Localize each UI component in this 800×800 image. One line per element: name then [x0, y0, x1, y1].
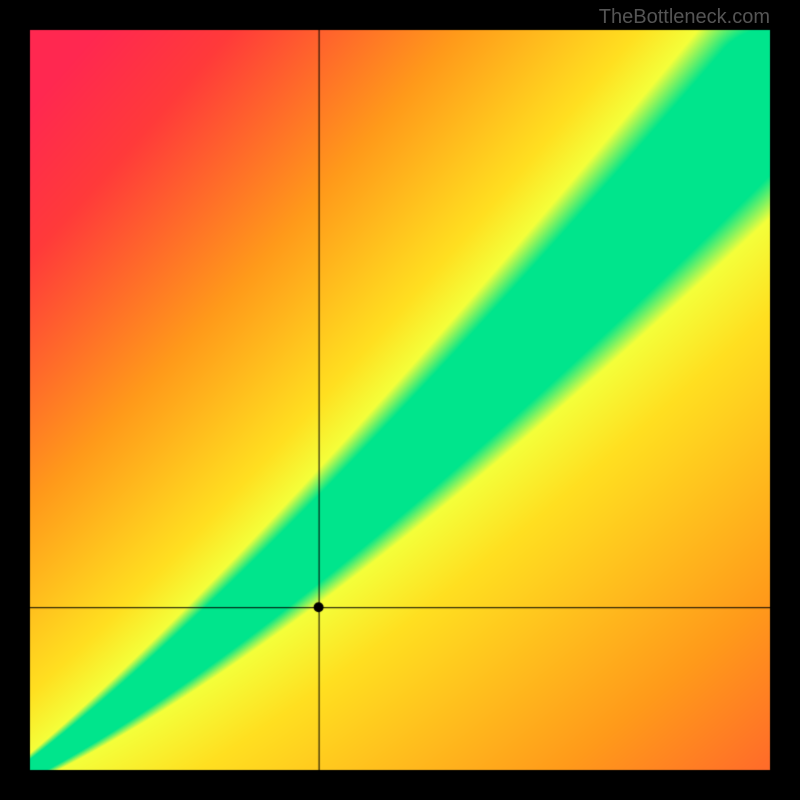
- watermark-text: TheBottleneck.com: [599, 6, 770, 29]
- bottleneck-heatmap-container: TheBottleneck.com: [0, 0, 800, 800]
- heatmap-canvas: [0, 0, 800, 800]
